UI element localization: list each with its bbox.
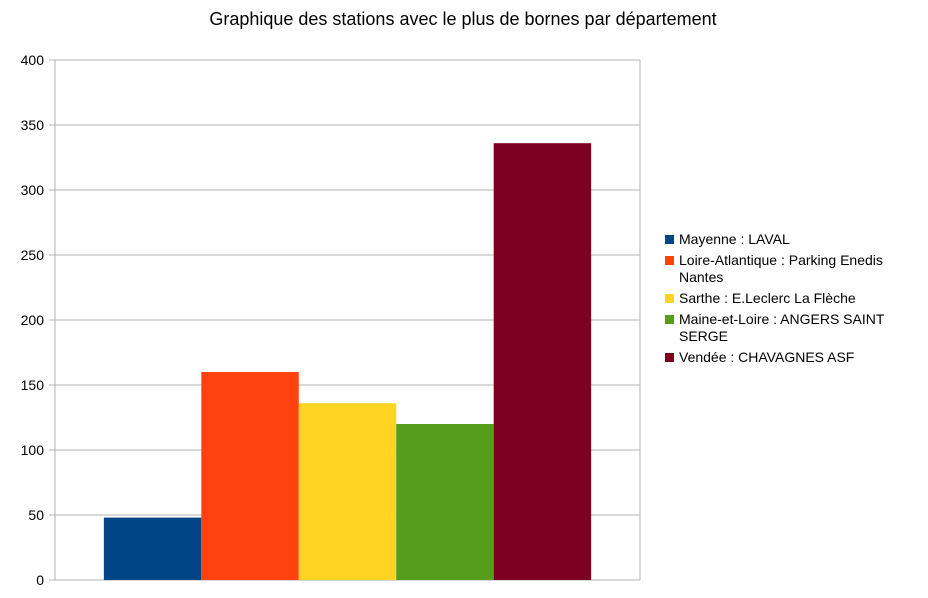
y-tick-label: 400	[21, 52, 45, 68]
y-tick-label: 100	[21, 442, 45, 458]
legend-swatch-5	[665, 353, 674, 362]
legend-swatch-2	[665, 256, 674, 265]
bar-2	[201, 372, 299, 580]
legend: Mayenne : LAVAL Loire-Atlantique : Parkin…	[665, 231, 885, 365]
legend-swatch-4	[665, 315, 674, 324]
bar-5	[493, 143, 592, 580]
y-tick-label: 50	[28, 507, 44, 523]
legend-swatch-1	[665, 235, 674, 244]
bar-1	[103, 517, 202, 580]
legend-label-4: Maine-et-Loire : ANGERS SAINT SERGE	[679, 311, 885, 344]
chart-title: Graphique des stations avec le plus de b…	[209, 9, 716, 29]
bar-3	[298, 403, 397, 580]
legend-label-2: Loire-Atlantique : Parking Enedis Nantes	[679, 252, 883, 285]
y-tick-label: 150	[21, 377, 45, 393]
bar-4	[396, 424, 494, 580]
y-tick-label: 250	[21, 247, 45, 263]
y-tick-label: 300	[21, 182, 45, 198]
bars	[103, 143, 592, 580]
y-tick-label: 200	[21, 312, 45, 328]
legend-label-1: Mayenne : LAVAL	[679, 231, 790, 247]
legend-label-3: Sarthe : E.Leclerc La Flèche	[679, 290, 856, 306]
y-tick-label: 0	[36, 572, 44, 588]
y-tick-label: 350	[21, 117, 45, 133]
y-axis: 0 50 100 150 200 250 300 350 400	[21, 52, 641, 588]
legend-swatch-3	[665, 294, 674, 303]
legend-label-5: Vendée : CHAVAGNES ASF	[679, 349, 854, 365]
gridlines	[55, 59, 640, 581]
